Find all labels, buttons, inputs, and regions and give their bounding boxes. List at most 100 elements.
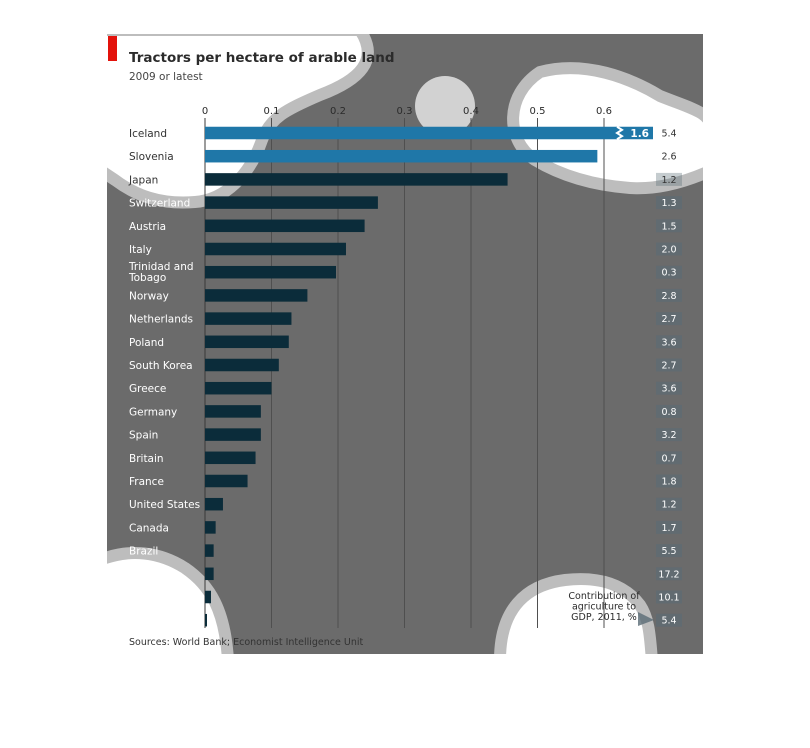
title-accent <box>108 36 117 61</box>
gdp-share-label: Contribution of agriculture to GDP, 2011, … <box>568 591 640 623</box>
bar <box>205 173 508 186</box>
gdp-share-box <box>656 590 682 604</box>
category-label: India <box>129 569 155 581</box>
gdp-share-box <box>656 451 682 465</box>
gdp-share-box <box>656 172 682 186</box>
bar <box>205 126 653 140</box>
gdp-share-box <box>656 335 682 349</box>
gdp-share-box <box>656 219 682 233</box>
gdp-share-box <box>656 265 682 279</box>
bar <box>205 312 292 325</box>
bar <box>205 381 272 395</box>
gdp-share-value: 2.6 <box>661 152 676 163</box>
category-label: South Korea <box>129 360 193 372</box>
chart-title: Tractors per hectare of arable land <box>129 50 395 66</box>
bars: 1.6 <box>205 125 653 627</box>
category-label: Trinidad and Tobago <box>128 261 194 284</box>
gdp-share-box <box>656 497 682 511</box>
x-axis-ticks: 0 0.1 0.2 0.3 0.4 0.5 0.6 <box>202 106 612 117</box>
x-tick-label: 0.3 <box>397 106 413 117</box>
chart-subtitle: 2009 or latest <box>129 71 203 83</box>
bar <box>205 567 214 581</box>
bar <box>205 219 365 233</box>
chart-source: Sources: World Bank; Economist Intellige… <box>129 637 363 648</box>
bar <box>205 451 256 465</box>
x-tick-label: 0.6 <box>596 106 612 117</box>
bar <box>205 335 289 349</box>
gdp-share-value: 5.4 <box>661 129 676 140</box>
gdp-share-box <box>656 288 682 302</box>
category-label: Russia <box>129 615 163 627</box>
gdp-share-box <box>656 544 682 558</box>
category-label: Canada <box>129 522 169 534</box>
bar <box>205 242 346 256</box>
gdp-share-box <box>656 196 682 210</box>
gdp-share-box <box>656 520 682 534</box>
bar <box>205 428 261 441</box>
category-label: Britain <box>129 453 164 465</box>
category-label: Germany <box>129 406 177 418</box>
gdp-share-value: 10.1 <box>658 593 679 604</box>
category-label: Netherlands <box>129 314 193 326</box>
bar <box>205 358 279 372</box>
bar <box>205 544 214 557</box>
gdp-share-value: 0.7 <box>661 453 676 464</box>
gdp-share-box <box>656 404 682 418</box>
category-label: Austria <box>129 221 166 233</box>
category-label: United States <box>129 499 200 511</box>
gdp-share-value: 2.7 <box>661 314 676 325</box>
category-label: Norway <box>129 290 169 302</box>
category-label: China <box>129 592 159 604</box>
gdp-share-value: 1.2 <box>661 175 676 186</box>
category-label: Iceland <box>129 128 167 140</box>
gdp-share-value: 3.6 <box>661 384 676 395</box>
gdp-share-box <box>656 358 682 372</box>
gdp-share-box <box>656 613 682 627</box>
bar <box>205 149 598 163</box>
bar <box>205 265 337 279</box>
gdp-share-value: 2.8 <box>661 291 676 302</box>
category-label: Slovenia <box>129 151 174 163</box>
x-tick-label: 0.2 <box>330 106 346 117</box>
gdp-share-box <box>656 474 682 488</box>
gdp-share-value: 17.2 <box>658 569 679 580</box>
gdp-share-box <box>656 242 682 256</box>
bar <box>205 590 211 604</box>
category-label: Spain <box>129 430 158 442</box>
gdp-share-value: 2.7 <box>661 361 676 372</box>
category-label: France <box>129 476 164 488</box>
category-label: Poland <box>129 337 164 349</box>
gdp-share-value: 2.0 <box>661 245 676 256</box>
x-tick-label: 0.1 <box>264 106 280 117</box>
bar <box>205 497 223 511</box>
gdp-share-value: 1.2 <box>661 500 676 511</box>
axis-break-mark <box>615 125 624 141</box>
gdp-share-value: 0.8 <box>661 407 676 418</box>
bar <box>205 289 308 302</box>
category-label: Greece <box>129 383 166 395</box>
category-label: Italy <box>129 244 152 256</box>
gdp-share-value: 1.8 <box>661 477 676 488</box>
bar-value-label: 1.6 <box>630 128 649 140</box>
category-labels: Iceland Slovenia Japan Switzerland Austria It… <box>128 128 200 627</box>
x-tick-label: 0.5 <box>530 106 546 117</box>
gdp-share-box <box>656 567 682 581</box>
x-tick-label: 0 <box>202 106 208 117</box>
gdp-share-value: 3.6 <box>661 337 676 348</box>
category-label: Brazil <box>129 546 158 558</box>
gdp-share-value: 5.4 <box>661 616 676 627</box>
gdp-share-value: 1.5 <box>661 221 676 232</box>
gdp-label-pointer <box>638 612 654 626</box>
gdp-share-box <box>656 381 682 395</box>
bar <box>205 405 261 418</box>
bar <box>205 521 216 534</box>
gdp-share-column: 5.4 2.6 1.2 1.3 1.5 2.0 0.3 2.8 2.7 3.6 2.7 3.6 0.8 3… <box>638 129 682 627</box>
gdp-share-box <box>656 312 682 326</box>
category-label: Switzerland <box>129 198 190 210</box>
category-label: Japan <box>128 174 158 186</box>
bar <box>205 474 248 488</box>
x-tick-label: 0.4 <box>463 106 479 117</box>
bar <box>205 613 207 627</box>
